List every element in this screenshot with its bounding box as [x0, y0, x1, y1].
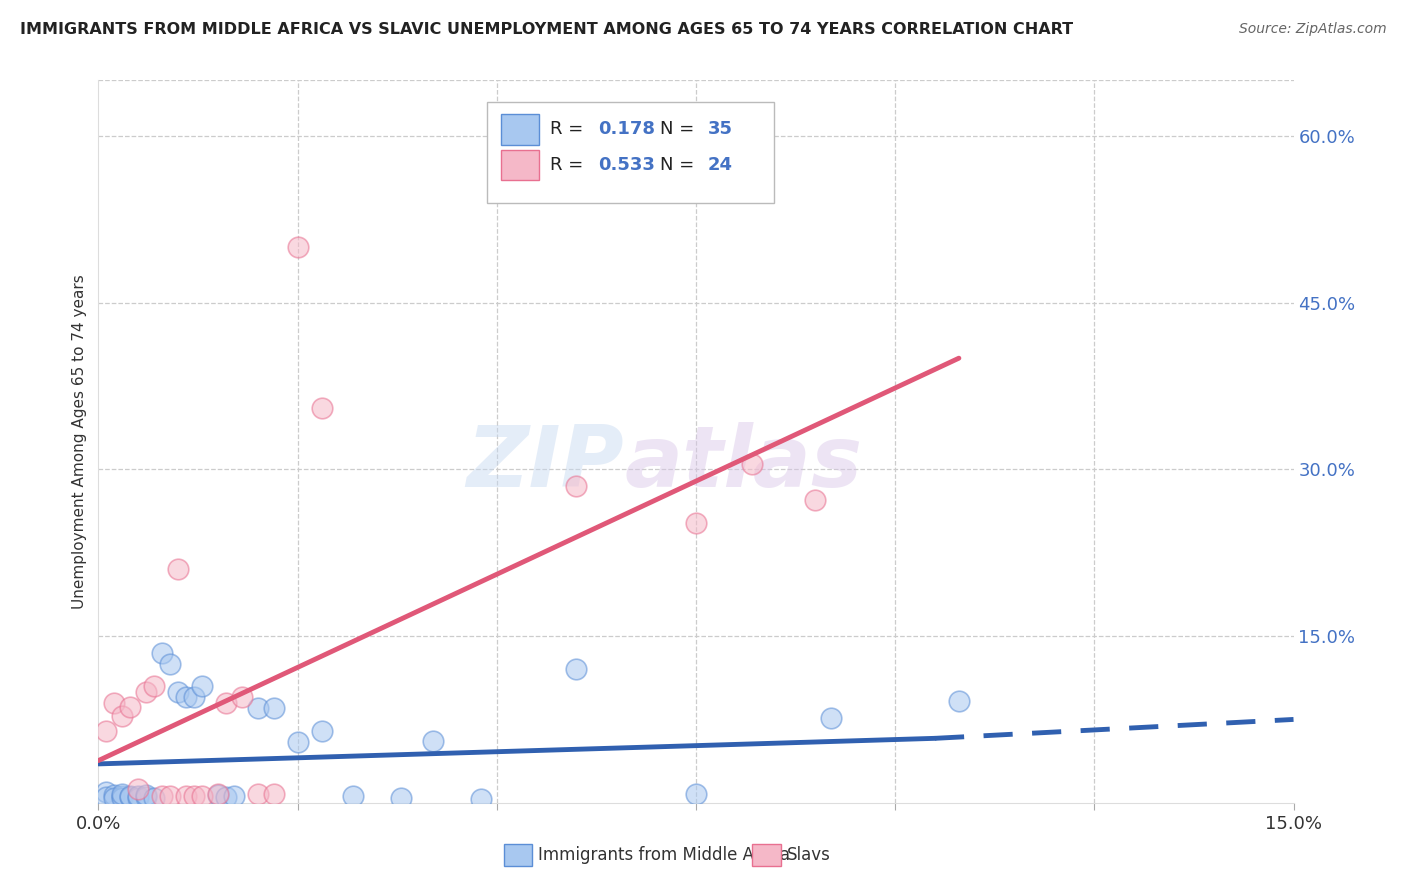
Point: [103, 791, 125, 805]
Point: [167, 684, 190, 698]
Point: [207, 788, 229, 802]
Point: [96, 790, 118, 805]
Point: [215, 696, 238, 710]
Point: [263, 787, 285, 801]
Point: [287, 240, 309, 254]
Point: [565, 479, 588, 493]
Text: 24: 24: [709, 156, 733, 174]
Point: [820, 711, 842, 725]
Point: [565, 662, 588, 676]
Point: [804, 493, 827, 508]
Point: [311, 723, 333, 738]
Point: [311, 401, 333, 416]
Point: [222, 789, 245, 804]
Point: [948, 693, 970, 707]
Text: 35: 35: [709, 120, 733, 138]
Point: [96, 723, 118, 738]
Point: [120, 700, 142, 714]
Point: [127, 791, 149, 805]
Point: [207, 787, 229, 801]
Text: Source: ZipAtlas.com: Source: ZipAtlas.com: [1239, 22, 1386, 37]
FancyBboxPatch shape: [501, 114, 540, 145]
Text: 0.178: 0.178: [598, 120, 655, 138]
Point: [159, 789, 181, 804]
Point: [127, 782, 149, 797]
Point: [111, 789, 134, 804]
Point: [174, 690, 197, 705]
Point: [135, 684, 157, 698]
FancyBboxPatch shape: [486, 102, 773, 203]
Text: ZIP: ZIP: [467, 422, 624, 505]
Point: [183, 789, 205, 804]
Point: [183, 690, 205, 705]
Point: [685, 516, 707, 530]
Point: [103, 788, 125, 802]
Point: [127, 789, 149, 804]
Point: [470, 792, 492, 806]
Point: [135, 790, 157, 805]
Point: [263, 701, 285, 715]
FancyBboxPatch shape: [752, 844, 780, 865]
Point: [150, 646, 173, 660]
FancyBboxPatch shape: [503, 844, 533, 865]
Point: [191, 789, 214, 804]
Point: [422, 733, 444, 747]
Point: [215, 790, 238, 805]
Point: [159, 657, 181, 671]
Point: [741, 457, 763, 471]
Text: R =: R =: [550, 120, 589, 138]
Point: [685, 787, 707, 801]
Text: IMMIGRANTS FROM MIDDLE AFRICA VS SLAVIC UNEMPLOYMENT AMONG AGES 65 TO 74 YEARS C: IMMIGRANTS FROM MIDDLE AFRICA VS SLAVIC …: [20, 22, 1073, 37]
Point: [143, 679, 166, 693]
Point: [231, 690, 253, 705]
Point: [96, 785, 118, 799]
Point: [111, 709, 134, 723]
Point: [167, 562, 190, 576]
Point: [111, 787, 134, 801]
Point: [246, 701, 269, 715]
Text: Immigrants from Middle Africa: Immigrants from Middle Africa: [538, 846, 790, 863]
Text: 0.533: 0.533: [598, 156, 655, 174]
Point: [246, 787, 269, 801]
Text: N =: N =: [661, 120, 700, 138]
Y-axis label: Unemployment Among Ages 65 to 74 years: Unemployment Among Ages 65 to 74 years: [72, 274, 87, 609]
Point: [111, 791, 134, 805]
FancyBboxPatch shape: [501, 150, 540, 180]
Point: [191, 679, 214, 693]
Point: [287, 734, 309, 748]
Point: [103, 696, 125, 710]
Point: [120, 789, 142, 804]
Text: atlas: atlas: [624, 422, 862, 505]
Point: [174, 789, 197, 804]
Point: [342, 789, 364, 804]
Text: Slavs: Slavs: [787, 846, 831, 863]
Point: [389, 791, 412, 805]
Point: [143, 791, 166, 805]
Text: R =: R =: [550, 156, 589, 174]
Point: [120, 790, 142, 805]
Point: [150, 789, 173, 804]
Point: [135, 788, 157, 802]
Text: N =: N =: [661, 156, 700, 174]
